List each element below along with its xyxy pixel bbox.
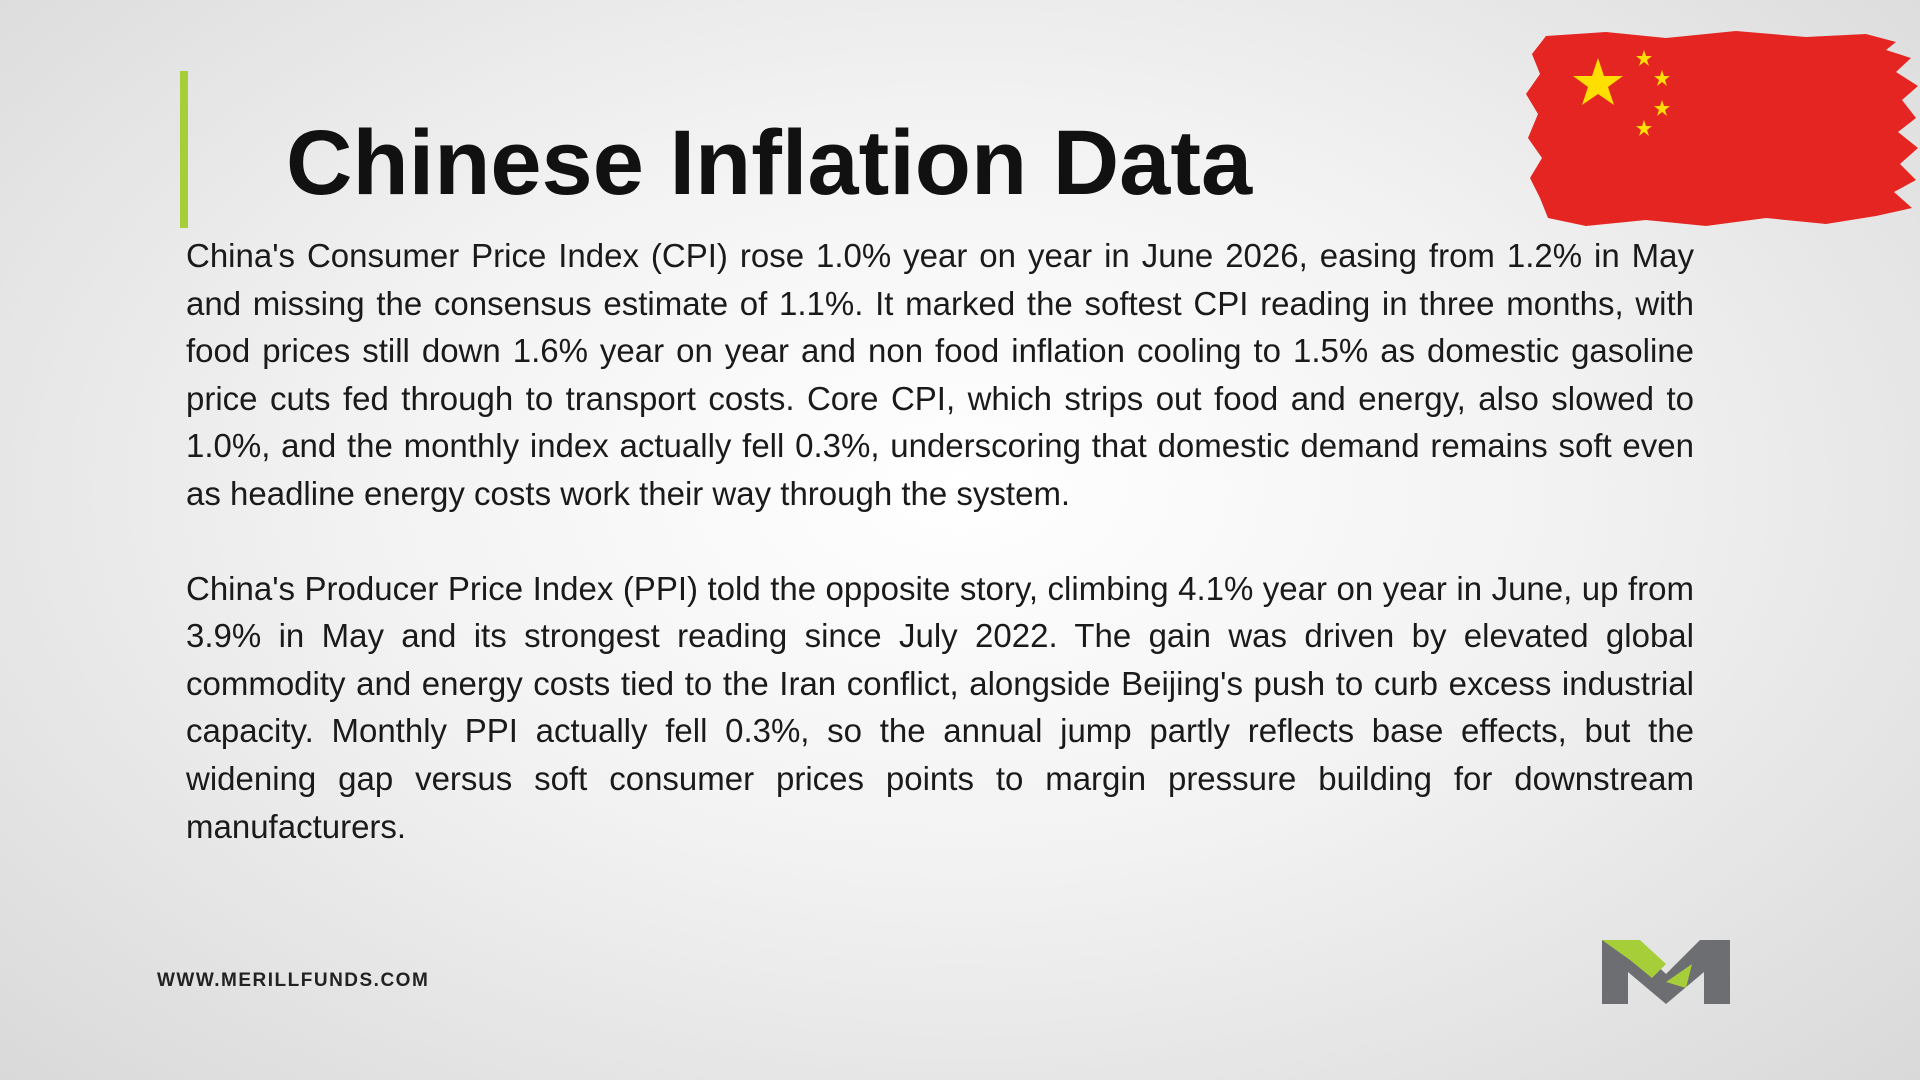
website-url: WWW.MERILLFUNDS.COM [157, 970, 430, 991]
paragraph: China's Consumer Price Index (CPI) rose … [186, 237, 1694, 512]
accent-bar [180, 71, 188, 228]
title: Chinese Inflation Data [286, 112, 1253, 214]
logo [1602, 940, 1730, 1004]
paragraph: China's Producer Price Index (PPI) told … [186, 569, 1694, 845]
china-flag [1526, 31, 1918, 226]
body-text: China's Consumer Price Index (CPI) rose … [186, 232, 1694, 897]
